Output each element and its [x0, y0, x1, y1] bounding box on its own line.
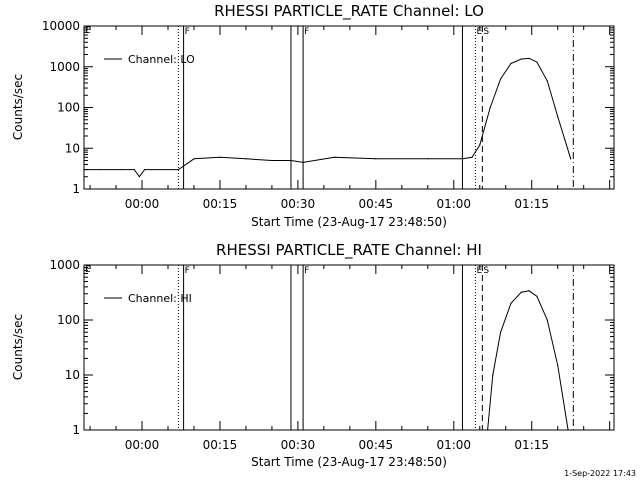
- data-point: [499, 78, 502, 80]
- series-lines: [486, 290, 569, 431]
- event-marker-label: S: [483, 266, 489, 276]
- series-line: [84, 57, 572, 178]
- data-point: [138, 176, 141, 178]
- data-point: [219, 156, 221, 158]
- data-point: [536, 61, 538, 63]
- plot-frame: [83, 264, 615, 431]
- data-point: [461, 158, 464, 160]
- x-tick-label: 00:30: [281, 197, 316, 211]
- chart-title: RHESSI PARTICLE_RATE Channel: LO: [214, 2, 484, 21]
- data-point: [528, 57, 530, 60]
- data-point: [557, 364, 559, 366]
- data-point: [99, 168, 102, 171]
- data-point: [546, 80, 548, 82]
- data-point: [302, 161, 304, 163]
- event-marker-label: F: [185, 266, 190, 276]
- x-tick-label: 00:00: [125, 197, 160, 211]
- footer-timestamp: 1-Sep-2022 17:43: [564, 469, 636, 478]
- y-tick-label: 1000: [49, 60, 80, 74]
- y-axis-label: Counts/sec: [11, 314, 25, 380]
- axis-ticks: 00:00 00:15 00:30 00:45 01:00 01:15 1 10 100 1000: [49, 258, 614, 452]
- legend: Channel: LO: [104, 53, 195, 66]
- x-tick-label: 00:15: [203, 197, 238, 211]
- corner-label: E: [85, 26, 91, 36]
- data-point: [177, 168, 179, 171]
- data-point: [333, 156, 335, 158]
- data-point: [510, 62, 512, 65]
- data-point: [193, 158, 195, 160]
- x-axis-label: Start Time (23-Aug-17 23:48:50): [251, 215, 447, 229]
- y-tick-label: 10: [65, 368, 80, 382]
- event-marker-label: F: [304, 27, 309, 37]
- corner-label: E: [85, 265, 91, 275]
- x-tick-label: 00:30: [281, 438, 316, 452]
- data-point: [427, 158, 429, 160]
- x-tick-label: 00:00: [125, 438, 160, 452]
- data-point: [570, 158, 572, 160]
- x-tick-label: 01:15: [514, 438, 549, 452]
- data-point: [557, 115, 559, 118]
- plot-frame: [83, 25, 615, 190]
- x-tick-label: 00:45: [359, 438, 394, 452]
- x-tick-label: 01:15: [514, 197, 549, 211]
- data-point: [271, 159, 273, 162]
- data-point: [479, 144, 481, 146]
- data-point: [536, 295, 538, 297]
- x-tick-label: 00:15: [203, 438, 238, 452]
- axis-ticks: 00:00 00:15 00:30 00:45 01:00 01:15 1 10 100 1000…: [42, 19, 614, 211]
- y-tick-label: 1: [72, 182, 80, 196]
- panel-hi: RHESSI PARTICLE_RATE Channel: HI Counts/…: [11, 241, 615, 469]
- data-point: [528, 290, 530, 292]
- y-tick-label: 100: [57, 101, 80, 115]
- data-point: [133, 168, 135, 171]
- data-point: [492, 374, 494, 376]
- chart-title: RHESSI PARTICLE_RATE Channel: HI: [216, 241, 482, 260]
- panel-lo: RHESSI PARTICLE_RATE Channel: LO Counts/…: [11, 2, 615, 229]
- legend-label: Channel: LO: [128, 53, 195, 66]
- event-marker-label: S: [483, 27, 489, 37]
- event-marker-label: E: [476, 266, 482, 276]
- legend: Channel: HI: [104, 292, 192, 305]
- data-point: [520, 291, 522, 293]
- data-point: [546, 319, 548, 321]
- x-axis-label: Start Time (23-Aug-17 23:48:50): [251, 455, 447, 469]
- event-marker-label: F: [185, 27, 190, 37]
- event-marker-label: E: [476, 27, 482, 37]
- x-tick-label: 01:00: [436, 438, 471, 452]
- data-point: [471, 156, 473, 158]
- event-marker-label: F: [304, 266, 309, 276]
- y-tick-label: 10: [65, 141, 80, 155]
- series-line: [487, 290, 569, 431]
- data-point: [489, 106, 491, 109]
- data-point: [120, 168, 122, 171]
- data-point: [144, 168, 146, 171]
- y-axis-label: Counts/sec: [11, 74, 25, 140]
- data-point: [499, 331, 502, 333]
- y-tick-label: 1: [72, 423, 80, 437]
- data-point: [510, 302, 512, 305]
- data-point: [290, 159, 292, 162]
- data-point: [245, 158, 247, 160]
- x-tick-label: 00:45: [359, 197, 394, 211]
- legend-label: Channel: HI: [128, 292, 192, 305]
- data-point: [375, 158, 377, 160]
- y-tick-label: 100: [57, 313, 80, 327]
- data-point: [520, 58, 522, 60]
- y-tick-label: 10000: [42, 19, 80, 33]
- y-tick-label: 1000: [49, 258, 80, 272]
- x-tick-label: 01:00: [436, 197, 471, 211]
